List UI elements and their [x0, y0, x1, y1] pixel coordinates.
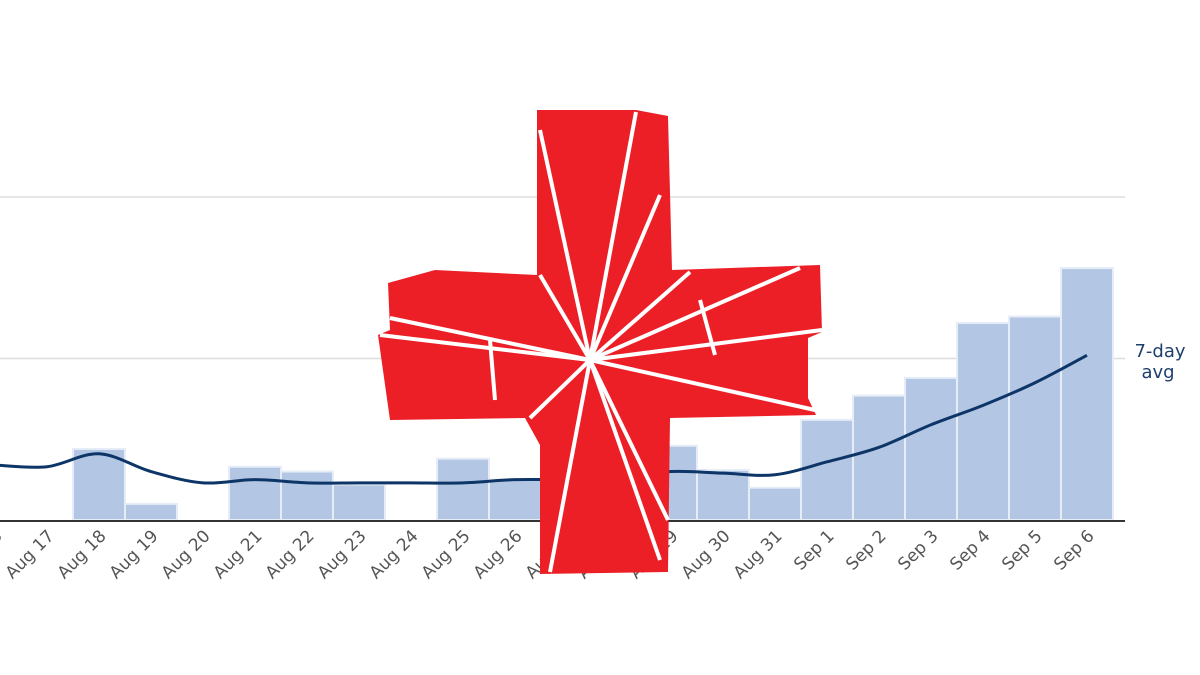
x-tick-label: Aug 26: [470, 526, 527, 583]
x-tick-label: Aug 31: [730, 526, 787, 583]
bar-sep-3: [904, 376, 958, 521]
x-tick-label: Aug 21: [210, 526, 267, 583]
x-tick-label: Aug 24: [366, 526, 423, 583]
x-tick-label: Aug 19: [106, 526, 163, 583]
line-label: avg: [1141, 362, 1174, 383]
bar-aug-26: [488, 478, 542, 521]
bar-sep-6: [1060, 267, 1114, 521]
x-tick-label: Aug 20: [158, 526, 215, 583]
x-tick-label: Sep 1: [790, 526, 838, 574]
bar-aug-31: [748, 486, 802, 522]
bar-aug-30: [696, 468, 750, 521]
x-tick-label: Sep 6: [1050, 526, 1098, 574]
x-tick-label: Aug 18: [54, 526, 111, 583]
x-tick-label: Aug 16: [0, 526, 7, 583]
x-tick-label: Sep 5: [998, 526, 1046, 574]
bar-aug-23: [332, 483, 386, 521]
bar-sep-2: [852, 394, 906, 521]
x-tick-label: Sep 2: [842, 526, 890, 574]
bar-sep-4: [956, 321, 1010, 521]
x-tick-label: Aug 25: [418, 526, 475, 583]
line-label: 7-day: [1134, 341, 1185, 362]
x-tick-label: Aug 22: [262, 526, 319, 583]
shattered-red-cross-icon: [378, 110, 823, 574]
bar-sep-1: [800, 418, 854, 521]
x-tick-label: Aug 23: [314, 526, 371, 583]
bar-sep-5: [1008, 315, 1062, 522]
bar-aug-22: [280, 470, 334, 521]
bar-aug-25: [436, 457, 490, 522]
x-tick-label: Aug 30: [678, 526, 735, 583]
x-tick-label: Sep 4: [946, 526, 994, 574]
bar-aug-19: [124, 502, 178, 522]
x-tick-label: Aug 17: [2, 526, 59, 583]
x-tick-label: Sep 3: [894, 526, 942, 574]
bar-aug-18: [72, 447, 126, 521]
bar-aug-21: [228, 465, 282, 521]
